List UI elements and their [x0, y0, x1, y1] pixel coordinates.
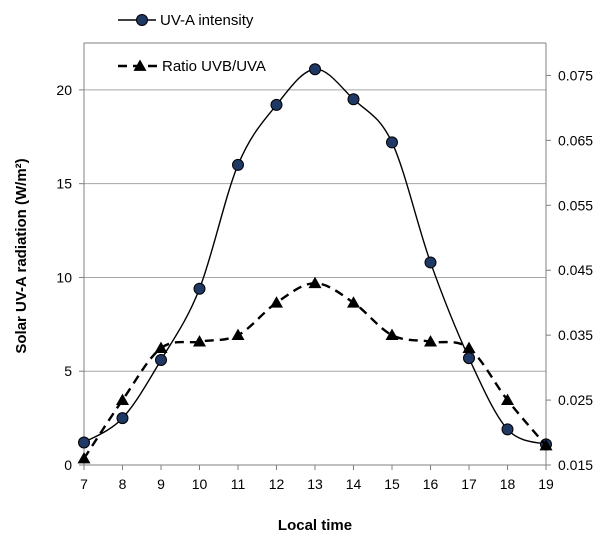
legend-ratio-uvb-uva-marker [133, 59, 147, 71]
uva-intensity-point [193, 282, 206, 295]
y-tick-label: 20 [56, 82, 72, 98]
legend-ratio-uvb-uva-label: Ratio UVB/UVA [162, 58, 266, 75]
uva-intensity-point [424, 256, 437, 269]
x-tick-label: 8 [119, 476, 127, 492]
ratio-uvb-uva-point [424, 335, 437, 347]
x-tick-label: 17 [461, 476, 477, 492]
y-tick-label: 10 [56, 269, 72, 285]
ratio-uvb-uva-point [77, 452, 91, 464]
y-tick-label: 5 [64, 363, 72, 379]
series [77, 63, 553, 464]
x-tick-label: 16 [423, 476, 439, 492]
ratio-uvb-uva-point [116, 393, 129, 405]
uva-intensity-point [116, 412, 129, 425]
uva-intensity-point [155, 353, 167, 366]
ratio-uvb-uva-point [231, 328, 245, 341]
x-tick-label: 7 [80, 476, 88, 492]
ratio-uvb-uva-point [308, 276, 322, 289]
ratio-uvb-uva-point [462, 341, 476, 354]
uva-intensity-point [463, 352, 475, 365]
y2-tick-label: 0.045 [558, 262, 593, 278]
gridlines [84, 89, 546, 372]
y2-tick-label: 0.025 [558, 392, 593, 408]
y2-tick-label: 0.015 [558, 457, 593, 473]
y-tick-label: 15 [56, 176, 72, 192]
x-tick-label: 12 [269, 476, 285, 492]
y2-tick-label: 0.075 [558, 67, 593, 83]
uva-intensity-point [270, 98, 283, 111]
ratio-uvb-uva-point [193, 335, 206, 347]
uva-intensity-point [501, 423, 514, 436]
x-tick-label: 10 [192, 476, 208, 492]
tick-labels: 0 5 10 15 20 0.015 0.025 0.035 0.045 0.055 0.065 0.… [56, 67, 593, 492]
uva-intensity-point [232, 158, 244, 171]
x-tick-label: 13 [307, 476, 323, 492]
uva-intensity-point [386, 136, 398, 149]
uva-intensity-point [309, 63, 321, 76]
ratio-uvb-uva-point [385, 328, 399, 341]
ratio-uvb-uva-point [501, 393, 514, 405]
x-tick-label: 19 [538, 476, 554, 492]
x-tick-label: 9 [157, 476, 165, 492]
legend-uva-intensity-label: UV-A intensity [160, 12, 254, 29]
ratio-uvb-uva-point [347, 296, 360, 308]
y2-tick-label: 0.065 [558, 132, 593, 148]
y-axis-title: Solar UV-A radiation (W/m²) [13, 158, 30, 353]
legend-uva-intensity-marker [136, 14, 148, 26]
x-tick-label: 14 [346, 476, 362, 492]
x-tick-label: 15 [384, 476, 400, 492]
ratio-uvb-uva-point [539, 439, 553, 451]
x-axis-title: Local time [278, 517, 352, 533]
axes [79, 42, 551, 470]
y-tick-label: 0 [64, 457, 72, 473]
x-tick-label: 18 [500, 476, 516, 492]
ratio-uvb-uva-point [154, 341, 168, 354]
y2-tick-label: 0.035 [558, 327, 593, 343]
uva-intensity-point [78, 436, 90, 449]
legend: UV-A intensity Ratio UVB/UVA [118, 12, 266, 75]
y2-tick-label: 0.055 [558, 197, 593, 213]
uva-intensity-point [347, 93, 360, 106]
x-tick-label: 11 [231, 476, 246, 492]
ratio-uvb-uva-point [270, 296, 283, 308]
